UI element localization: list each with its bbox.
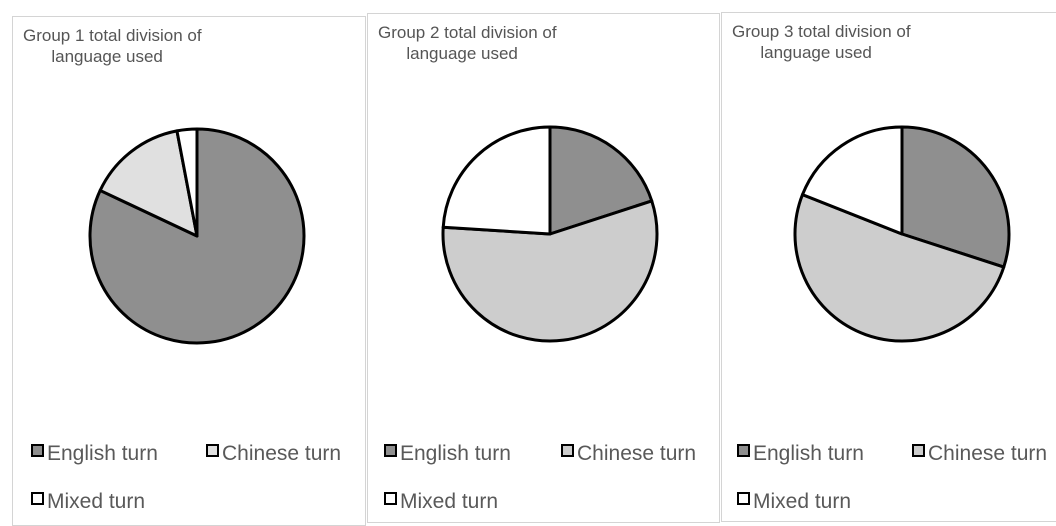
legend-label-english-group-2: English turn — [400, 442, 511, 465]
chart-title-group-1: Group 1 total division of language used — [23, 26, 202, 66]
chart-title-group-2: Group 2 total division of language used — [378, 23, 557, 63]
legend-chinese-group-1: Chinese turn — [206, 442, 341, 466]
pie-slice-chinese-group-3 — [793, 193, 1006, 343]
legend-label-english-group-1: English turn — [47, 442, 158, 465]
pie-chart-group-2 — [441, 125, 659, 343]
legend-english-group-1: English turn — [31, 442, 158, 466]
legend-swatch-english-group-2 — [384, 444, 397, 457]
pie-slice-english-group-2 — [548, 125, 654, 236]
legend-chinese-group-3: Chinese turn — [912, 442, 1047, 466]
chart-panel-group-3: Group 3 total division of language used … — [721, 12, 1056, 522]
legend-label-mixed-group-1: Mixed turn — [47, 490, 146, 513]
legend-english-group-2: English turn — [384, 442, 511, 466]
pie-slice-chinese-group-2 — [441, 199, 659, 343]
legend-label-chinese-group-1: Chinese turn — [222, 442, 342, 465]
pie-chart-group-3 — [793, 125, 1011, 343]
pie-slice-mixed-group-2 — [441, 125, 552, 236]
legend-swatch-english-group-3 — [737, 444, 750, 457]
legend-label-chinese-group-2: Chinese turn — [577, 442, 697, 465]
legend-swatch-chinese-group-1 — [206, 444, 219, 457]
legend-swatch-english-group-1 — [31, 444, 44, 457]
chart-panel-group-2: Group 2 total division of language used … — [367, 13, 720, 523]
pie-slice-mixed-group-1 — [175, 127, 199, 238]
legend-label-chinese-group-3: Chinese turn — [928, 442, 1048, 465]
legend-label-english-group-3: English turn — [753, 442, 864, 465]
chart-title-group-3: Group 3 total division of language used — [732, 22, 911, 62]
legend-swatch-mixed-group-3 — [737, 492, 750, 505]
pie-slice-mixed-group-3 — [801, 125, 904, 236]
legend-label-mixed-group-2: Mixed turn — [400, 490, 499, 513]
legend-swatch-mixed-group-1 — [31, 492, 44, 505]
legend-label-mixed-group-3: Mixed turn — [753, 490, 852, 513]
legend-mixed-group-2: Mixed turn — [384, 490, 498, 514]
legend-english-group-3: English turn — [737, 442, 864, 466]
legend-swatch-chinese-group-3 — [912, 444, 925, 457]
legend-chinese-group-2: Chinese turn — [561, 442, 696, 466]
legend-mixed-group-3: Mixed turn — [737, 490, 851, 514]
chart-panel-group-1: Group 1 total division of language used … — [12, 16, 366, 526]
pie-slice-english-group-3 — [900, 125, 1011, 269]
pie-chart-group-1 — [88, 127, 306, 345]
legend-mixed-group-1: Mixed turn — [31, 490, 145, 514]
legend-swatch-chinese-group-2 — [561, 444, 574, 457]
pie-slice-chinese-group-1 — [98, 129, 199, 238]
legend-swatch-mixed-group-2 — [384, 492, 397, 505]
